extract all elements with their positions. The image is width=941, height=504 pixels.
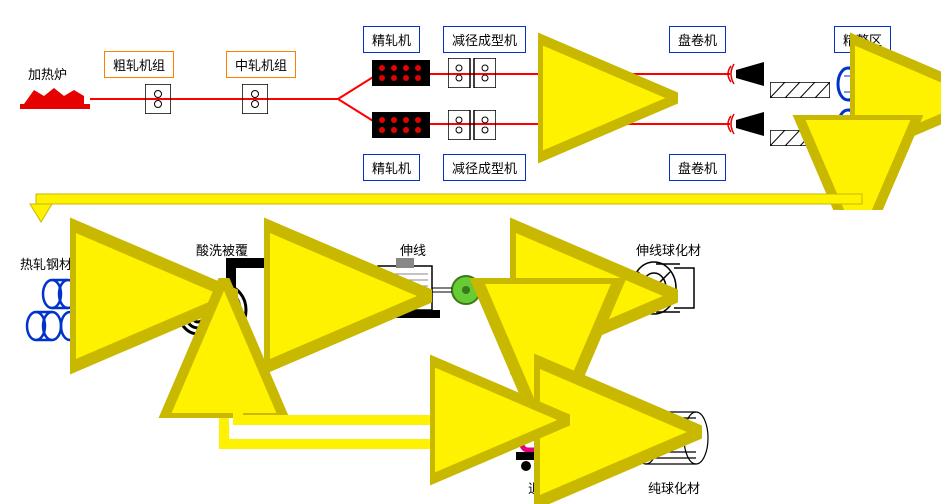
arrows-lower: [0, 0, 941, 504]
